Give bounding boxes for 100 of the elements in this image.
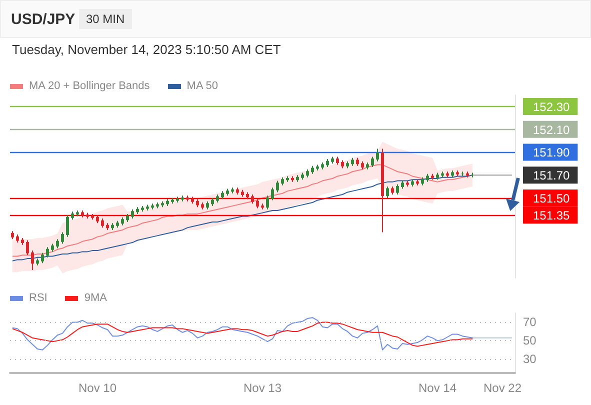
line-series (12, 322, 473, 347)
candlestick (11, 230, 14, 240)
candlestick (76, 210, 79, 217)
candlestick (106, 222, 109, 230)
candlestick (276, 180, 279, 193)
legend-label: RSI (29, 292, 48, 304)
candlestick (201, 202, 204, 210)
candlestick (441, 171, 444, 178)
candlestick (101, 218, 104, 228)
candlestick (151, 203, 154, 210)
y-tick-label: 152.10 (533, 122, 570, 137)
candlestick (326, 158, 329, 168)
candlestick (301, 172, 304, 180)
candlestick (96, 214, 99, 224)
candlestick (111, 222, 114, 230)
legend-label: MA 50 (186, 80, 218, 92)
y-tick-label: 151.90 (533, 146, 570, 160)
candlestick (431, 173, 434, 180)
candlestick (336, 156, 339, 166)
candlestick (226, 188, 229, 196)
candlestick (121, 216, 124, 226)
candlestick (296, 174, 299, 182)
candlestick (456, 170, 459, 177)
candlestick (206, 200, 209, 210)
candlestick (366, 162, 369, 170)
chart-subtitle: 30 MIN (79, 9, 132, 29)
y-tick-label: 152.30 (533, 100, 570, 114)
candlestick (211, 197, 214, 206)
candlestick (156, 202, 159, 209)
y-tick-label: 70 (523, 315, 537, 330)
candlestick (426, 173, 429, 182)
candlestick (411, 179, 414, 187)
candlestick (31, 250, 34, 270)
candlestick (451, 170, 454, 178)
candlestick (191, 196, 194, 204)
candlestick (331, 156, 334, 164)
candlestick (291, 176, 294, 182)
candlestick (316, 164, 319, 171)
candlestick (421, 176, 424, 186)
candlestick (66, 214, 69, 238)
y-tick-label: 30 (523, 352, 537, 366)
candlestick (166, 198, 169, 206)
candlestick (161, 200, 164, 208)
line-series (12, 174, 473, 262)
candlestick (56, 238, 59, 249)
candlestick (221, 190, 224, 200)
candlestick (131, 208, 134, 220)
candlestick (406, 180, 409, 187)
candlestick (466, 171, 469, 178)
candlestick (176, 196, 179, 204)
candlestick (46, 246, 49, 258)
x-tick-label: Nov 22 (483, 381, 522, 395)
candlestick (21, 237, 24, 246)
candlestick (281, 176, 284, 186)
candlestick (371, 156, 374, 168)
candlestick (136, 206, 139, 214)
candlestick (261, 203, 264, 210)
text: Tuesday, November 14, 2023 5:10:50 AM CET (12, 42, 281, 57)
candlestick (346, 160, 349, 169)
chart-title: USD/JPY (11, 11, 76, 28)
candlestick (321, 162, 324, 170)
y-tick-label: 151.50 (533, 191, 570, 206)
candlestick (181, 195, 184, 202)
candlestick (446, 171, 449, 178)
candlestick (86, 212, 89, 220)
candlestick (381, 148, 384, 233)
candlestick (246, 192, 249, 200)
legend-label: MA 20 + Bollinger Bands (29, 80, 150, 92)
candlestick (196, 198, 199, 208)
candlestick (436, 172, 439, 180)
candlestick (306, 168, 309, 178)
candlestick (341, 160, 344, 169)
x-tick-label: Nov 13 (243, 381, 282, 395)
candlestick (361, 160, 364, 170)
candlestick (251, 194, 254, 204)
candlestick (376, 148, 379, 162)
candlestick (186, 195, 189, 202)
candlestick (416, 179, 419, 186)
candlestick (171, 197, 174, 204)
candlestick (216, 194, 219, 204)
candlestick (91, 213, 94, 220)
candlestick (141, 205, 144, 212)
candlestick (236, 187, 239, 196)
candlestick (256, 198, 259, 209)
candlestick (356, 157, 359, 166)
x-tick-label: Nov 10 (78, 381, 117, 395)
candlestick (241, 189, 244, 198)
candlestick (16, 234, 19, 244)
candlestick (81, 210, 84, 218)
candlestick (271, 187, 274, 201)
candlestick (386, 186, 389, 198)
candlestick (61, 232, 64, 244)
candlestick (351, 157, 354, 166)
candlestick (266, 195, 269, 210)
candlestick (26, 240, 29, 256)
candlestick (286, 176, 289, 182)
candlestick (71, 211, 74, 220)
x-tick-label: Nov 14 (418, 381, 457, 395)
candlestick (146, 204, 149, 212)
candlestick (311, 165, 314, 174)
